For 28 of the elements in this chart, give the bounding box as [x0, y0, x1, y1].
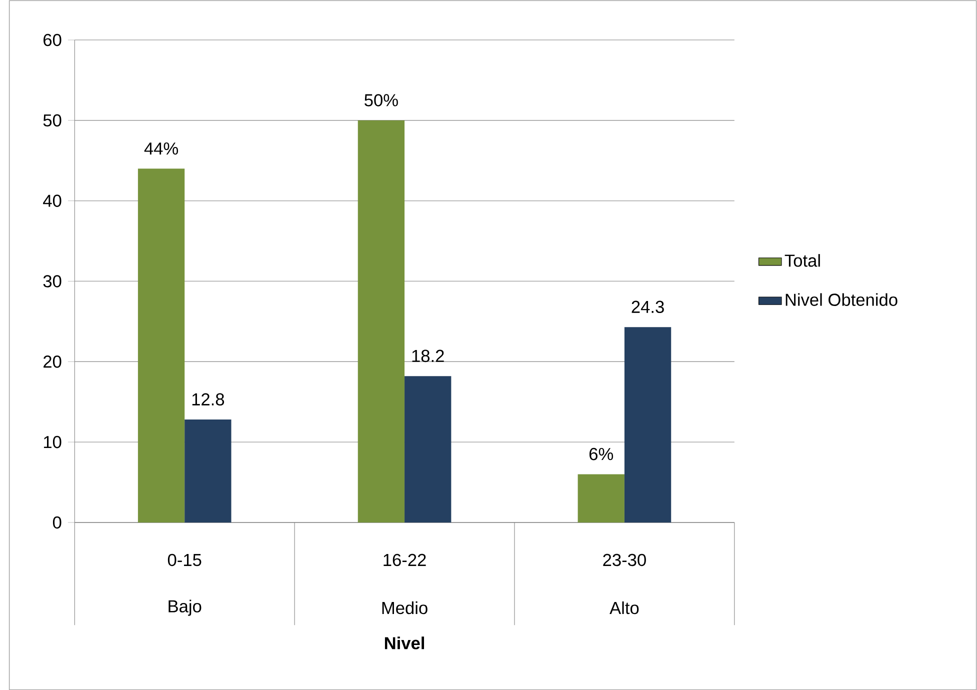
y-tick-label: 10 — [44, 436, 62, 448]
bar — [404, 376, 452, 522]
y-tick-label: 50 — [43, 114, 62, 126]
bar — [358, 120, 405, 522]
legend-label: Total — [784, 254, 820, 267]
bar — [624, 326, 672, 522]
text: Bajo — [168, 599, 202, 616]
y-tick-label: 40 — [43, 194, 62, 207]
y-tick-label: 30 — [43, 274, 62, 288]
y-tick-label: 0 — [52, 516, 62, 528]
data-label: 12.8 — [192, 393, 224, 406]
data-label: 44% — [144, 142, 178, 154]
data-label: 24.3 — [632, 300, 664, 313]
x-tick-label: 23-30 — [603, 554, 646, 566]
legend-label: Nivel Obtenido — [786, 293, 898, 306]
text: Alto — [610, 601, 639, 614]
x-tick-label: 0-15 — [168, 554, 202, 566]
bar — [578, 474, 624, 522]
bar — [184, 419, 232, 522]
bar — [138, 168, 185, 522]
x-tick-label: 16-22 — [384, 554, 426, 566]
text: Medio — [382, 601, 428, 614]
data-label: 18.2 — [412, 350, 444, 362]
y-tick-label: 20 — [44, 355, 62, 368]
data-label: 6% — [589, 448, 614, 460]
data-label: 50% — [364, 94, 398, 106]
y-tick-label: 60 — [44, 34, 62, 46]
x-axis-title: Nivel — [384, 636, 424, 650]
